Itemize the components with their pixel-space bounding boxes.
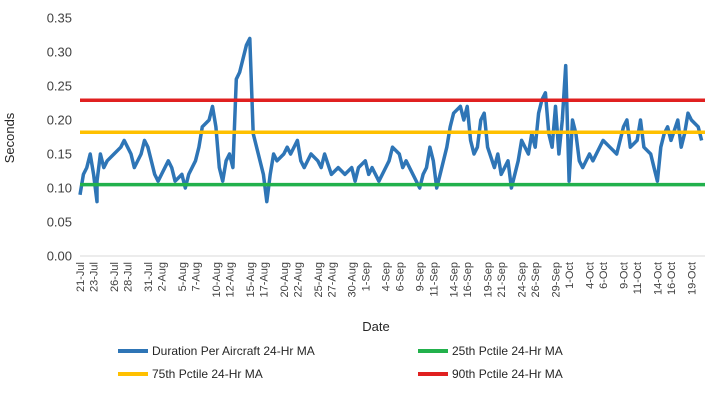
x-tick-label: 28-Jul	[123, 262, 135, 292]
x-tick-label: 4-Sep	[381, 262, 393, 291]
y-axis-title: Seconds	[2, 112, 17, 163]
legend-label: 25th Pctile 24-Hr MA	[452, 344, 563, 358]
x-tick-label: 30-Aug	[347, 262, 359, 297]
series-lines	[78, 36, 704, 204]
y-tick-label: 0.30	[47, 45, 72, 60]
x-tick-label: 1-Oct	[564, 262, 576, 289]
x-tick-label: 7-Aug	[190, 262, 202, 291]
x-tick-label: 14-Sep	[449, 262, 461, 297]
x-tick-label: 24-Sep	[517, 262, 529, 297]
x-tick-label: 20-Aug	[279, 262, 291, 297]
legend: Duration Per Aircraft 24-Hr MA 25th Pctil…	[118, 344, 563, 381]
x-tick-label: 14-Oct	[652, 262, 664, 295]
x-tick-label: 6-Sep	[394, 262, 406, 291]
x-tick-label: 5-Aug	[177, 262, 189, 291]
y-tick-label: 0.10	[47, 181, 72, 196]
y-axis-ticks: 0.00 0.05 0.10 0.15 0.20 0.25 0.30 0.35	[47, 11, 72, 264]
y-tick-label: 0.15	[47, 147, 72, 162]
percentile-lines	[80, 98, 705, 187]
y-tick-label: 0.25	[47, 79, 72, 94]
y-tick-label: 0.05	[47, 215, 72, 230]
x-tick-label: 27-Aug	[326, 262, 338, 297]
x-tick-label: 26-Jul	[109, 262, 121, 292]
y-tick-label: 0.20	[47, 113, 72, 128]
x-axis-title: Date	[362, 319, 389, 334]
x-tick-label: 17-Aug	[258, 262, 270, 297]
legend-label: 75th Pctile 24-Hr MA	[152, 367, 263, 381]
x-tick-label: 26-Sep	[530, 262, 542, 297]
x-tick-label: 11-Sep	[428, 262, 440, 297]
x-tick-label: 9-Sep	[415, 262, 427, 291]
x-tick-label: 6-Oct	[598, 262, 610, 289]
x-tick-label: 2-Aug	[157, 262, 169, 291]
x-tick-label: 19-Oct	[686, 262, 698, 295]
legend-label: 90th Pctile 24-Hr MA	[452, 367, 563, 381]
x-tick-label: 9-Oct	[618, 262, 630, 289]
x-tick-label: 10-Aug	[211, 262, 223, 297]
x-tick-label: 21-Jul	[75, 262, 87, 292]
x-tick-label: 29-Sep	[551, 262, 563, 297]
x-tick-label: 19-Sep	[483, 262, 495, 297]
x-tick-label: 31-Jul	[143, 262, 155, 292]
x-tick-label: 21-Sep	[496, 262, 508, 297]
legend-label: Duration Per Aircraft 24-Hr MA	[152, 344, 315, 358]
x-tick-label: 15-Aug	[245, 262, 257, 297]
x-tick-label: 1-Sep	[360, 262, 372, 291]
y-tick-label: 0.35	[47, 11, 72, 26]
x-tick-label: 23-Jul	[89, 262, 101, 292]
x-tick-label: 12-Aug	[224, 262, 236, 297]
x-tick-label: 11-Oct	[632, 262, 644, 294]
x-tick-label: 4-Oct	[585, 262, 597, 289]
x-tick-label: 16-Sep	[462, 262, 474, 297]
y-tick-label: 0.00	[47, 249, 72, 264]
x-axis-ticks: 21-Jul 23-Jul 26-Jul 28-Jul 31-Jul 2-Aug 5-Aug…	[75, 262, 698, 297]
x-tick-label: 22-Aug	[292, 262, 304, 297]
series-line-duration	[78, 36, 704, 204]
x-tick-label: 25-Aug	[313, 262, 325, 297]
x-tick-label: 16-Oct	[666, 262, 678, 295]
